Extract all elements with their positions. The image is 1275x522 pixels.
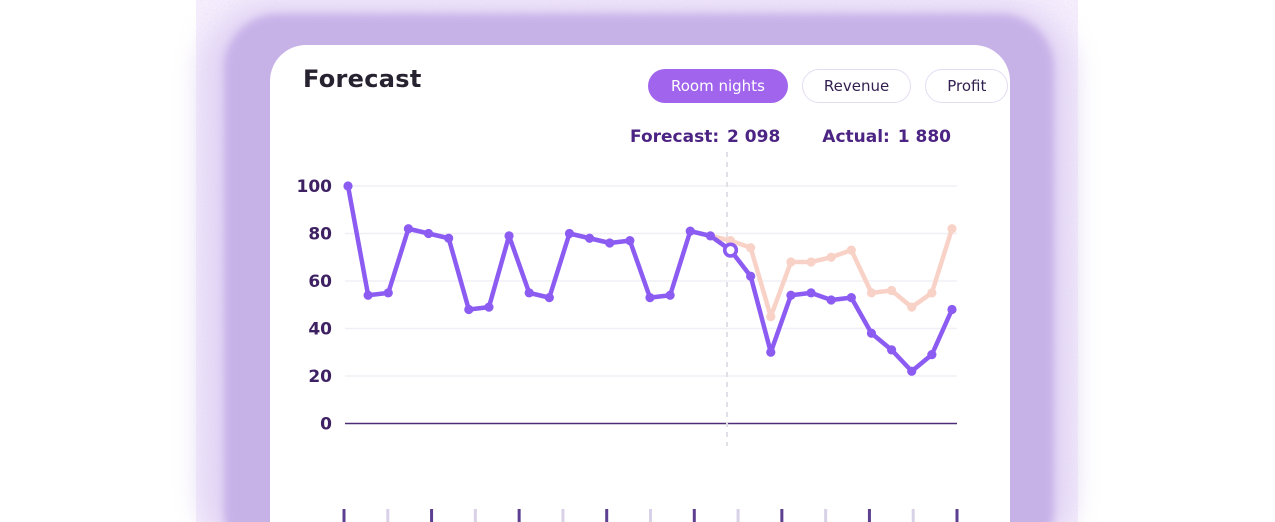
tab-profit[interactable]: Profit (925, 69, 1009, 103)
tab-room-nights[interactable]: Room nights (648, 69, 788, 103)
forecast-card: Forecast Room nights Revenue Profit Fore… (270, 45, 1010, 522)
page-title: Forecast (303, 65, 422, 93)
actual-stat-label: Actual: (822, 127, 890, 147)
forecast-stat: Forecast: 2 098 (630, 127, 782, 147)
actual-stat-value: 1 880 (897, 127, 951, 147)
kpi-row: Forecast: 2 098 Actual: 1 880 (348, 127, 953, 147)
tab-revenue[interactable]: Revenue (801, 69, 912, 103)
forecast-stat-value: 2 098 (727, 127, 781, 147)
forecast-stat-label: Forecast: (630, 127, 720, 147)
metric-tabs: Room nights Revenue Profit (648, 69, 1009, 103)
actual-stat: Actual: 1 880 (822, 127, 953, 147)
